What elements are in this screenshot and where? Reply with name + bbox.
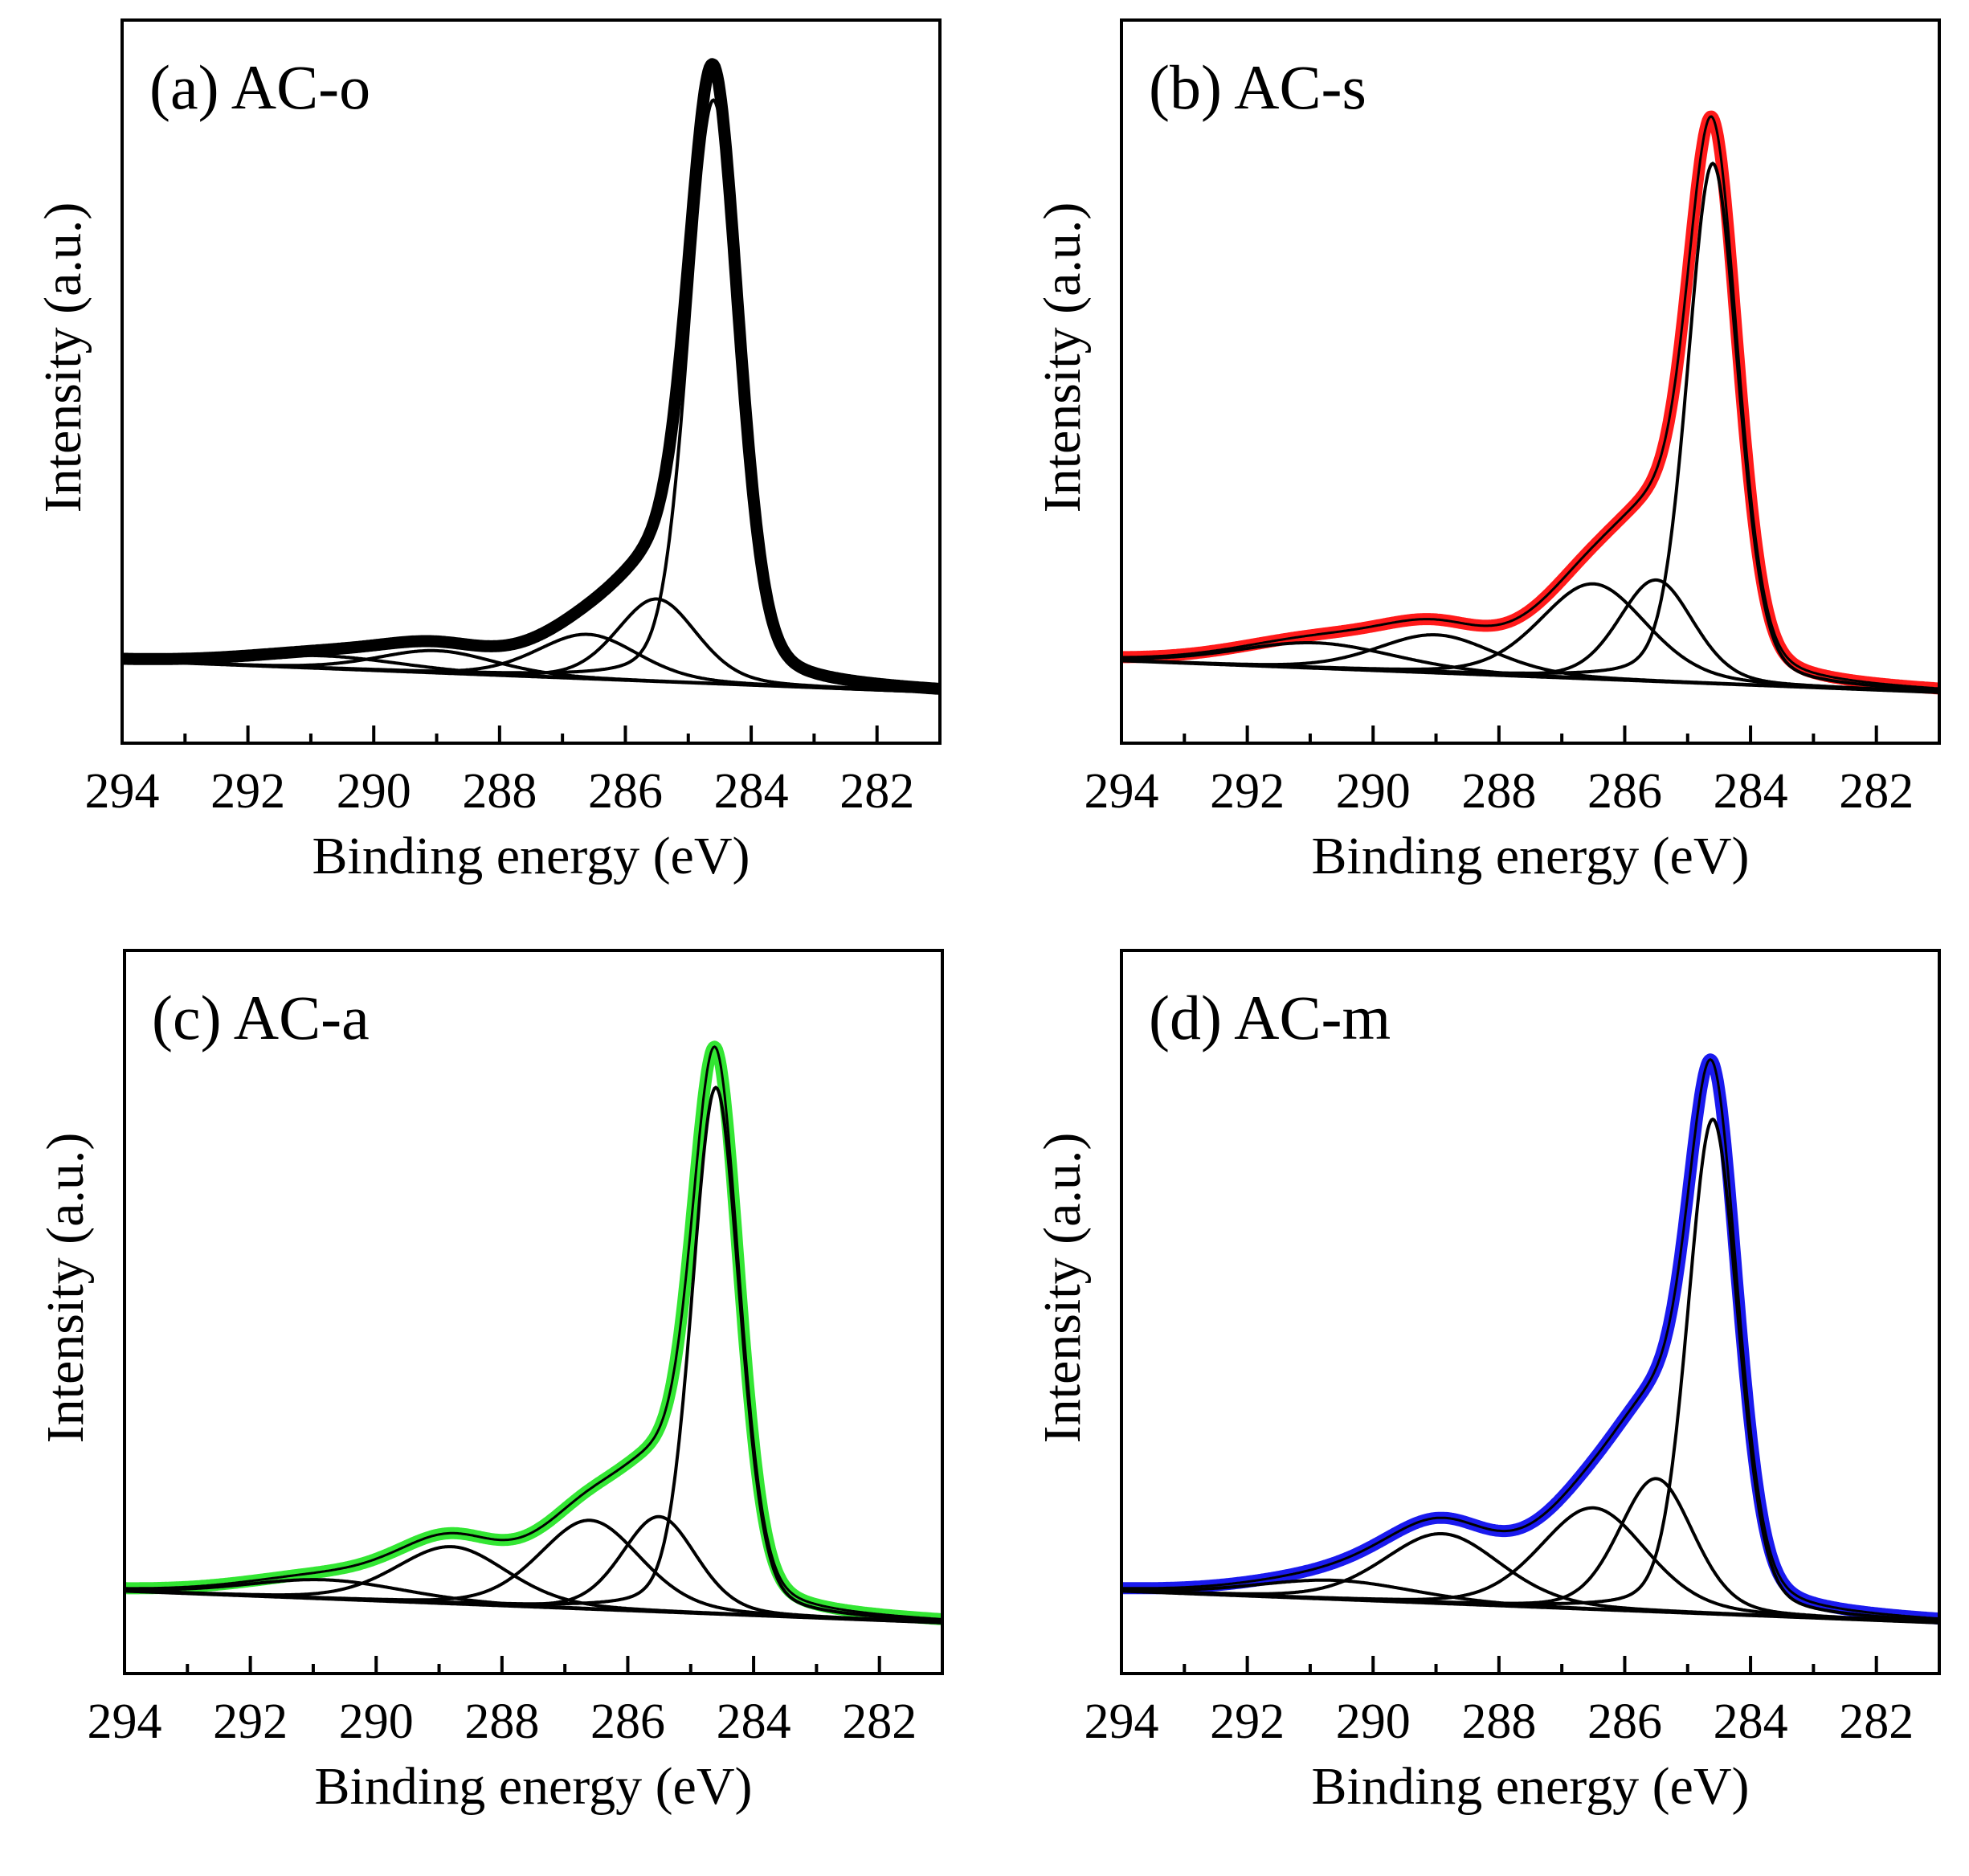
fit-component-c-c-line [1121, 1117, 1939, 1623]
experimental-spectrum-line [125, 1040, 942, 1625]
x-tick-label: 294 [85, 764, 160, 819]
x-tick-label: 292 [1210, 1694, 1285, 1749]
fit-component-c-c-line [125, 1085, 942, 1623]
plot-frame [123, 949, 944, 1675]
fit-envelope-line [122, 63, 940, 690]
fit-component-pi-pi--line [125, 1578, 942, 1625]
x-axis-title: Binding energy (eV) [1312, 1757, 1750, 1816]
chart-panel-c: 294 292 290 288 286 284 282 Binding energy (eV)… [36, 949, 944, 1816]
x-tick-label: 294 [88, 1694, 162, 1749]
x-tick-label: 284 [1714, 764, 1788, 819]
x-tick-label: 290 [1336, 1694, 1411, 1749]
curves-group [125, 1040, 942, 1625]
panel-title: (a) AC-o [149, 52, 370, 122]
x-axis-title: Binding energy (eV) [1312, 827, 1750, 885]
y-axis-title: Intensity (a.u.) [1033, 1133, 1092, 1444]
fit-component-pi-pi--line [1121, 641, 1939, 694]
x-tick-label: 286 [590, 1694, 665, 1749]
x-tick-label: 282 [1839, 764, 1914, 819]
experimental-spectrum-line [122, 58, 940, 695]
plot-frame [1120, 18, 1941, 745]
experimental-spectrum-line [1121, 1053, 1939, 1625]
experimental-spectrum-line [1121, 110, 1939, 695]
chart-panel-d: 294 292 290 288 286 284 282 Binding energy (eV)… [1033, 949, 1941, 1816]
x-tick-label: 284 [717, 1694, 791, 1749]
x-tick-label: 286 [588, 764, 663, 819]
fit-component-pi-pi--line [122, 653, 940, 694]
x-tick-label: 286 [1587, 764, 1662, 819]
x-tick-label: 288 [462, 764, 537, 819]
x-tick-label: 282 [1839, 1694, 1914, 1749]
x-tick-label: 292 [210, 764, 285, 819]
x-tick-label: 294 [1085, 1694, 1159, 1749]
y-axis-title: Intensity (a.u.) [34, 202, 92, 513]
curves-group [1121, 1053, 1939, 1625]
x-tick-label: 294 [1085, 764, 1159, 819]
chart-panel-a: 294 292 290 288 286 284 282 Binding energy (eV)… [34, 18, 942, 885]
plot-frame [121, 18, 942, 745]
curves-group [122, 58, 940, 695]
x-tick-label: 286 [1587, 1694, 1662, 1749]
x-tick-label: 288 [1461, 764, 1536, 819]
fit-envelope-line [1121, 1058, 1939, 1621]
x-tick-label: 292 [1210, 764, 1285, 819]
x-tick-label: 284 [1714, 1694, 1788, 1749]
x-tick-label: 288 [464, 1694, 539, 1749]
fit-component-c-c-line [122, 98, 940, 692]
x-tick-label: 292 [213, 1694, 288, 1749]
x-tick-label: 290 [339, 1694, 414, 1749]
panel-title: (c) AC-a [152, 983, 370, 1052]
y-axis-title: Intensity (a.u.) [36, 1133, 95, 1444]
curves-group [1121, 110, 1939, 695]
y-axis-title: Intensity (a.u.) [1033, 202, 1092, 513]
fit-envelope-line [1121, 115, 1939, 690]
chart-panel-b: 294 292 290 288 286 284 282 Binding energy (eV)… [1033, 18, 1941, 885]
x-tick-label: 290 [1336, 764, 1411, 819]
x-tick-label: 290 [337, 764, 411, 819]
x-tick-label: 282 [839, 764, 914, 819]
x-tick-label: 284 [714, 764, 789, 819]
panel-title: (d) AC-m [1149, 983, 1391, 1052]
panel-title: (b) AC-s [1149, 52, 1366, 122]
fit-component-pi-pi--line [1121, 1578, 1939, 1625]
x-tick-label: 288 [1461, 1694, 1536, 1749]
fit-envelope-line [125, 1045, 942, 1621]
x-tick-label: 282 [842, 1694, 917, 1749]
x-axis-title: Binding energy (eV) [313, 827, 750, 885]
plot-frame [1120, 949, 1941, 1675]
x-axis-title: Binding energy (eV) [315, 1757, 753, 1816]
